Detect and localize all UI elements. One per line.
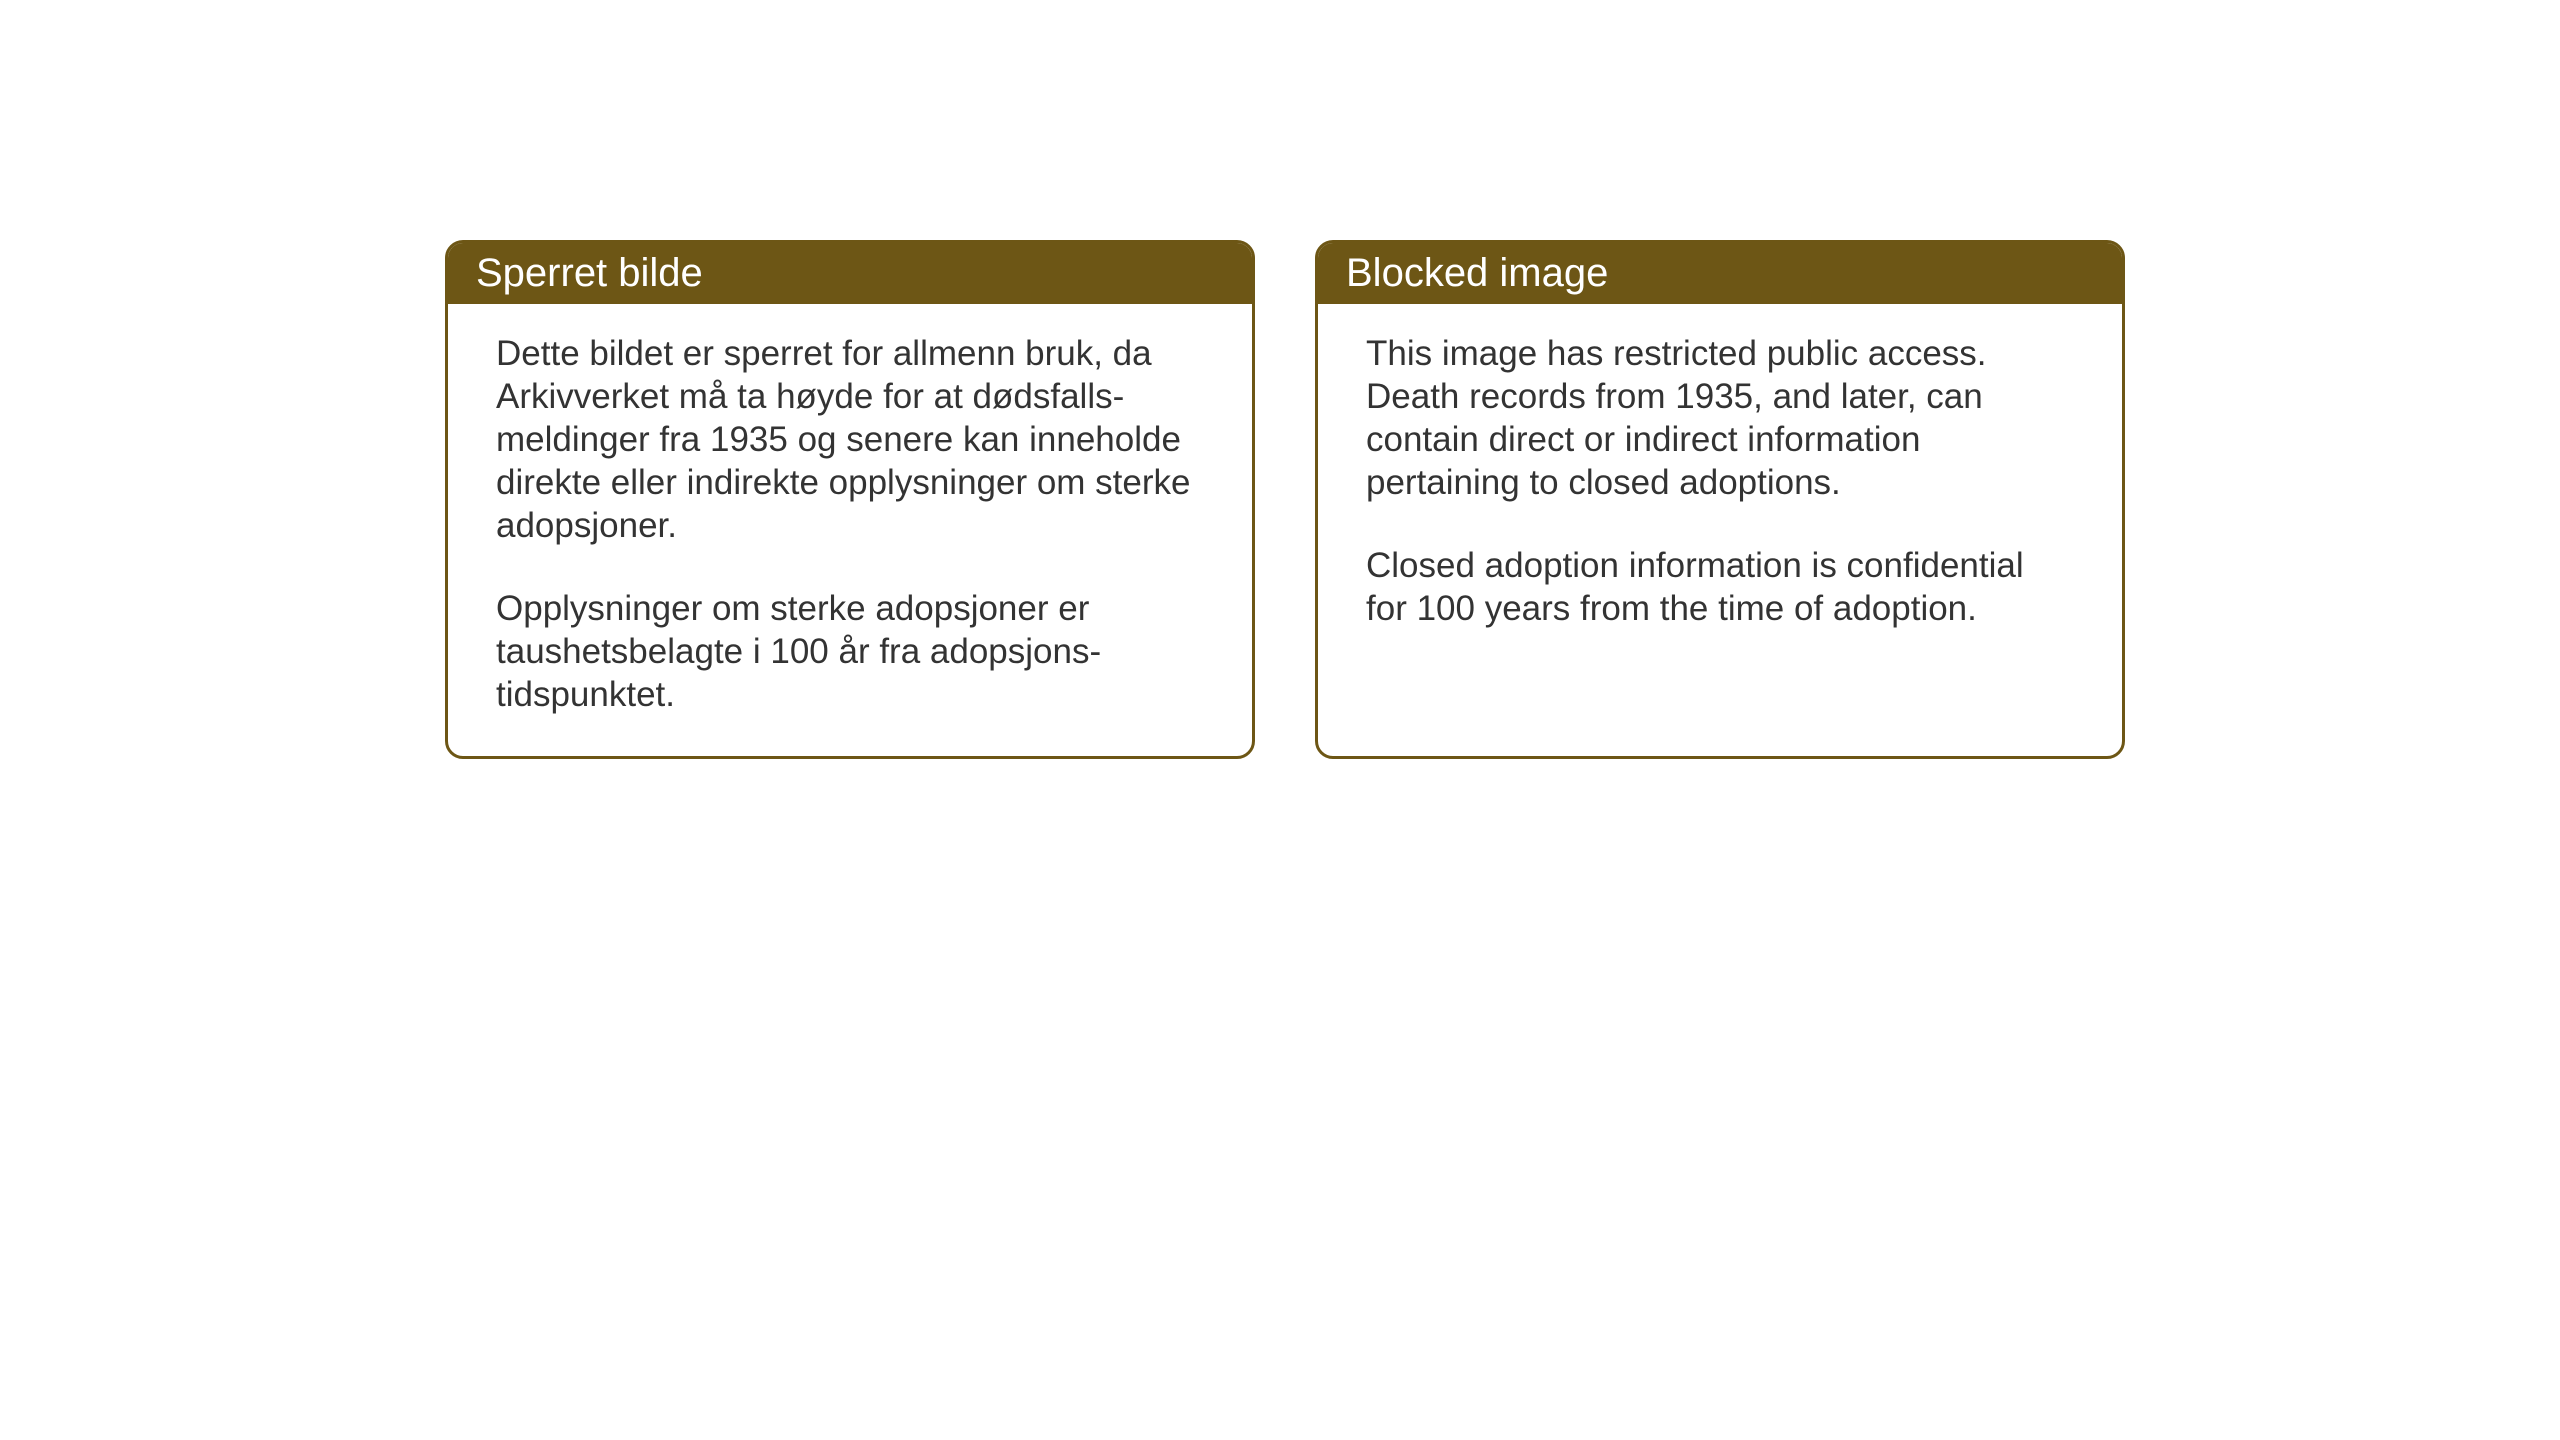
notice-paragraph: Opplysninger om sterke adopsjoner er tau… xyxy=(496,587,1204,716)
notice-box-norwegian: Sperret bilde Dette bildet er sperret fo… xyxy=(445,240,1255,759)
notice-paragraph: Closed adoption information is confident… xyxy=(1366,544,2074,630)
notice-box-english: Blocked image This image has restricted … xyxy=(1315,240,2125,759)
notice-paragraph: Dette bildet er sperret for allmenn bruk… xyxy=(496,332,1204,547)
notice-container: Sperret bilde Dette bildet er sperret fo… xyxy=(445,240,2125,759)
notice-header-norwegian: Sperret bilde xyxy=(448,243,1252,304)
notice-header-english: Blocked image xyxy=(1318,243,2122,304)
notice-body-norwegian: Dette bildet er sperret for allmenn bruk… xyxy=(448,304,1252,756)
notice-paragraph: This image has restricted public access.… xyxy=(1366,332,2074,504)
notice-body-english: This image has restricted public access.… xyxy=(1318,304,2122,670)
